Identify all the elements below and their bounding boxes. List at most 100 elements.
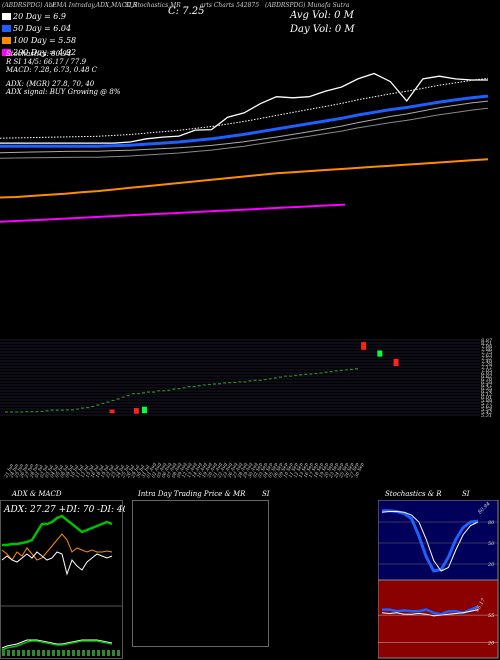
price-mark — [182, 387, 186, 389]
macd-histogram-bar — [22, 650, 25, 656]
intraday-panel-title: Intra Day Trading Price & MR — [138, 490, 246, 498]
date-tick-label: 01 Jul — [34, 464, 45, 479]
date-tick-label: 02 Jul — [39, 464, 50, 479]
price-mark — [25, 411, 29, 413]
price-mark — [141, 392, 145, 394]
price-mark — [299, 374, 303, 376]
price-mark — [324, 371, 328, 373]
price-tick-label: 6.12 — [481, 392, 492, 398]
date-tick-label: 15 Jul — [85, 464, 96, 479]
price-mark — [70, 409, 74, 411]
price-tick-label: 7.17 — [481, 365, 493, 371]
price-mark — [334, 370, 338, 372]
macd-readout: MACD: 7.28, 6.73, 0.48 C — [6, 66, 98, 74]
day-volume: Day Vol: 0 M — [290, 24, 355, 35]
price-mark — [157, 390, 161, 392]
macd-histogram-bar — [32, 650, 35, 656]
macd-histogram-bar — [107, 650, 110, 656]
price-mark — [289, 375, 293, 377]
avg-volume: Avg Vol: 0 M — [290, 10, 354, 21]
close-price: C: 7.25 — [168, 6, 205, 17]
price-mark — [5, 411, 8, 413]
stoch-panel-title-2: SI — [462, 490, 470, 498]
price-mark — [212, 383, 216, 385]
ma-20-item: 20 Day = 6.9 — [2, 12, 76, 21]
ma-20-swatch — [2, 13, 11, 20]
ema-chart — [0, 72, 489, 223]
price-mark — [76, 408, 80, 410]
rsi-area — [378, 579, 499, 659]
ema100-series-line — [0, 158, 489, 199]
date-tick-label: 29 Jul — [130, 464, 142, 480]
date-tick-label: 25 Jul — [120, 464, 132, 480]
price-mark — [202, 384, 206, 386]
ma-50-label: 50 Day = 6.04 — [13, 24, 72, 33]
ma-200-item: 200 Day = 4.92 — [2, 48, 76, 57]
price-mark — [268, 378, 272, 380]
price-mark — [15, 411, 19, 413]
price-candle — [109, 409, 115, 414]
ema50-series-line — [0, 94, 489, 148]
stochastics-tick-label: 50 — [488, 541, 495, 547]
price-mark — [131, 393, 135, 395]
price-tick-label: 7.63 — [481, 353, 492, 359]
price-mark — [45, 410, 49, 412]
ma-50-item: 50 Day = 6.04 — [2, 24, 76, 33]
price-tick-label: 6.24 — [481, 389, 492, 395]
price-mark — [65, 409, 69, 411]
price-mark — [96, 404, 100, 406]
price-mark — [355, 368, 358, 370]
price-mark — [172, 388, 176, 390]
chart-title-mid3: arts Charts 542875 — [200, 2, 260, 9]
ema20-dotted-line — [0, 77, 489, 139]
date-tick-label: 23 Jul — [109, 464, 121, 480]
price-tick-label: 5.54 — [481, 407, 492, 413]
date-tick-label: 11 Jul — [74, 464, 85, 479]
price-mark — [111, 399, 115, 402]
ma-legend: 20 Day = 6.9 50 Day = 6.04 100 Day = 5.5… — [2, 12, 76, 57]
macd-histogram-bar — [77, 650, 80, 656]
price-mark — [304, 373, 308, 375]
price-tick-label: 7.75 — [481, 350, 492, 356]
date-tick-label: 05 Jul — [54, 464, 65, 479]
price-tick-label: 8.21 — [481, 341, 492, 347]
macd-histogram-bar — [17, 650, 20, 656]
price-tick-label: 5.42 — [481, 410, 492, 416]
price-tick-label: 6.47 — [481, 383, 493, 389]
macd-signal-line — [1, 640, 113, 651]
price-mark — [121, 396, 125, 398]
price-ladder-chart: 8.878.217.987.867.757.637.527.407.287.17… — [0, 338, 493, 480]
price-mark — [101, 402, 105, 404]
ema-grey-line-1 — [0, 100, 489, 154]
price-mark — [81, 407, 85, 409]
macd-histogram-bar — [12, 650, 15, 656]
price-tick-label: 5.89 — [481, 398, 493, 404]
price-mark — [258, 379, 262, 381]
date-tick-label: 09 Jul — [64, 464, 75, 479]
price-mark — [283, 375, 287, 377]
date-tick-label: 24 Jul — [115, 464, 127, 480]
chart-title-mid2: SI,Stochastics,MR — [125, 2, 181, 9]
ma-50-swatch — [2, 25, 11, 32]
price-mark — [106, 401, 110, 403]
ma-20-label: 20 Day = 6.9 — [13, 12, 66, 21]
price-candle — [377, 350, 383, 357]
adx-line — [1, 551, 113, 576]
price-tick-label: 7.52 — [481, 356, 492, 362]
price-mark — [197, 385, 201, 387]
price-mark — [35, 411, 39, 413]
price-tick-label: 7.86 — [481, 347, 493, 353]
ma-200-swatch — [2, 49, 11, 56]
price-mark — [162, 390, 166, 392]
price-mark — [192, 386, 196, 388]
price-mark — [314, 372, 318, 375]
chart-title-right: (ABDRSPDG) Munafa Sutra — [265, 2, 350, 9]
rsi-readout: R SI 14/5: 66.17 / 77.9 — [6, 58, 87, 66]
price-mark — [177, 388, 181, 390]
price-mark — [30, 411, 34, 413]
date-tick-label: 22 Jul — [104, 464, 116, 480]
price-mark — [136, 393, 140, 395]
price-mark — [223, 382, 227, 384]
price-mark — [233, 381, 237, 384]
price-tick-label: 6.59 — [481, 380, 493, 386]
